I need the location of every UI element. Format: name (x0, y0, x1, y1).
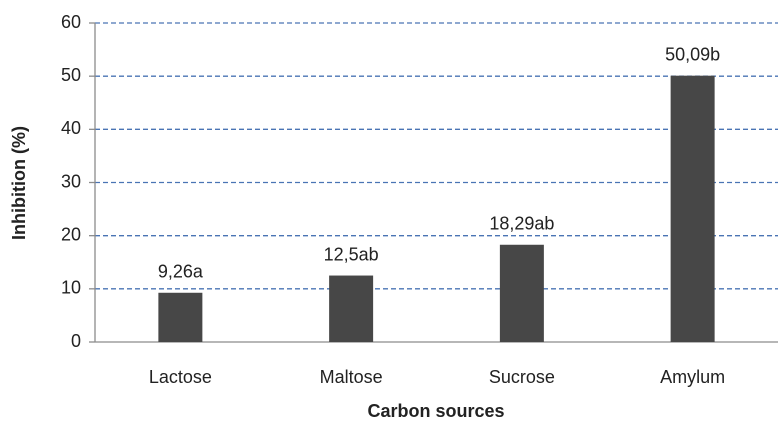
bar (329, 275, 374, 342)
x-axis-title: Carbon sources (367, 401, 504, 421)
data-label: 18,29ab (489, 214, 554, 234)
y-tick-label: 10 (61, 278, 81, 298)
data-label: 9,26a (158, 262, 204, 282)
y-tick-label: 40 (61, 118, 81, 138)
bar (499, 244, 544, 342)
data-label: 50,09b (665, 44, 720, 64)
data-label: 12,5ab (324, 244, 379, 264)
x-tick-label: Sucrose (489, 367, 555, 387)
y-axis-title: Inhibition (%) (9, 126, 29, 240)
x-tick-label: Lactose (149, 367, 212, 387)
y-tick-label: 50 (61, 65, 81, 85)
bar (670, 75, 715, 342)
x-tick-label: Maltose (320, 367, 383, 387)
x-tick-label: Amylum (660, 367, 725, 387)
y-tick-label: 0 (71, 331, 81, 351)
y-tick-label: 30 (61, 171, 81, 191)
y-tick-label: 20 (61, 224, 81, 244)
bar (158, 292, 203, 342)
y-tick-label: 60 (61, 12, 81, 32)
